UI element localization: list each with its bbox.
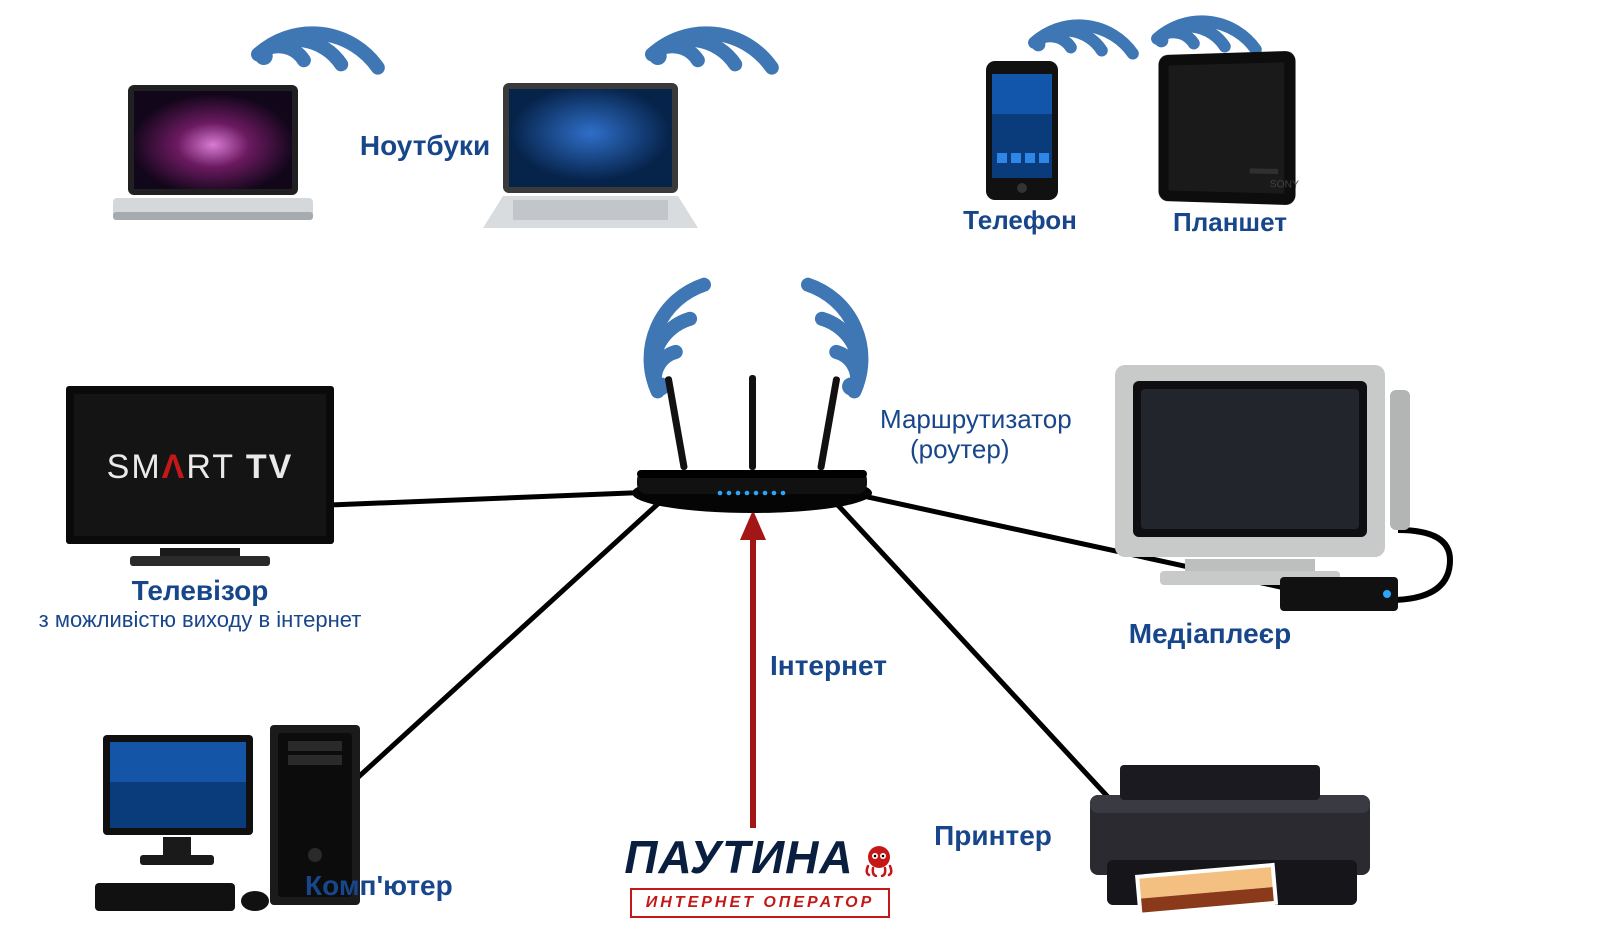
brand-logo: ПАУТИНА ИНТЕРНЕТ ОПЕРАТОР: [605, 830, 915, 918]
label-router-line1: Маршрутизатор: [880, 404, 1072, 434]
brand-mascot-icon: [862, 843, 896, 877]
laptop1-device-icon: [108, 80, 318, 230]
laptop2-device-icon: [478, 78, 703, 233]
smart-tv-device-icon: SMΛRT TV: [60, 380, 340, 570]
label-laptops: Ноутбуки: [345, 130, 505, 162]
label-tv: Телевізор з можливістю виходу в інтернет: [30, 575, 370, 632]
router-device-icon: [625, 375, 880, 515]
printer-device-icon: [1075, 755, 1395, 925]
brand-tag: ИНТЕРНЕТ ОПЕРАТОР: [630, 888, 891, 918]
crt-monitor-device-icon: [1095, 345, 1415, 615]
label-tv-title: Телевізор: [30, 575, 370, 607]
label-router: Маршрутизатор (роутер): [880, 405, 1110, 465]
phone-device-icon: [983, 58, 1061, 203]
label-tv-sub: з можливістю виходу в інтернет: [30, 607, 370, 632]
label-router-line2: (роутер): [880, 434, 1009, 464]
svg-text:SONY: SONY: [1270, 179, 1300, 191]
label-mediaplayer: Медіаплеєр: [1110, 618, 1310, 650]
label-tablet: Планшет: [1160, 208, 1300, 238]
label-printer: Принтер: [918, 820, 1068, 852]
label-computer: Комп'ютер: [305, 870, 485, 902]
svg-text:SMΛRT TV: SMΛRT TV: [107, 448, 294, 486]
tablet-device-icon: SONY: [1154, 45, 1301, 210]
brand-name: ПАУТИНА: [624, 830, 853, 884]
label-phone: Телефон: [960, 206, 1080, 236]
label-internet: Інтернет: [770, 650, 920, 682]
